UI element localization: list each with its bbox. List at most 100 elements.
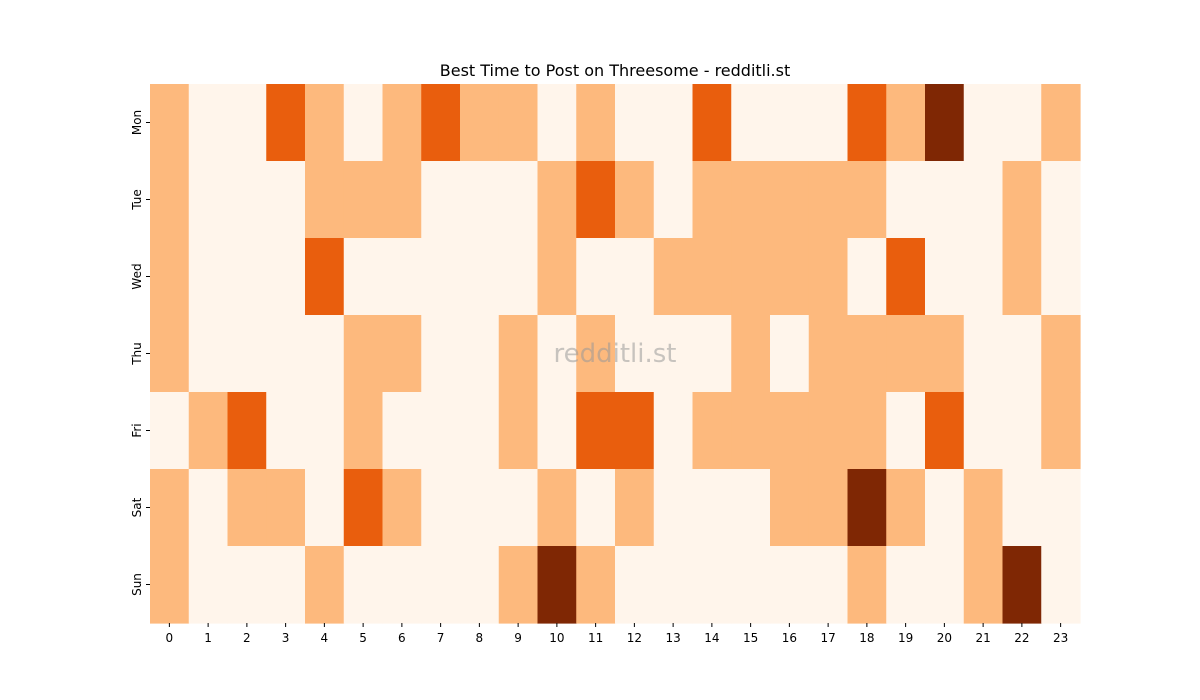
heatmap-cell-thu-22 bbox=[1002, 315, 1042, 393]
heatmap-cell-wed-2 bbox=[227, 238, 267, 316]
heatmap-cell-tue-14 bbox=[692, 161, 732, 239]
heatmap-cell-tue-8 bbox=[460, 161, 500, 239]
heatmap-cell-sun-11 bbox=[576, 546, 616, 624]
heatmap-cell-thu-2 bbox=[227, 315, 267, 393]
heatmap-cell-thu-16 bbox=[770, 315, 810, 393]
x-tick-label-9: 9 bbox=[514, 631, 522, 645]
heatmap-cell-wed-4 bbox=[305, 238, 345, 316]
heatmap-cell-fri-1 bbox=[188, 392, 229, 470]
heatmap-cell-sun-15 bbox=[731, 546, 771, 624]
heatmap-cell-thu-23 bbox=[1041, 315, 1081, 393]
heatmap-cell-wed-9 bbox=[498, 238, 539, 316]
heatmap-cell-sat-22 bbox=[1002, 469, 1042, 547]
heatmap-cell-tue-20 bbox=[925, 161, 965, 239]
heatmap-cell-wed-1 bbox=[188, 238, 229, 316]
heatmap-cell-mon-20 bbox=[925, 84, 965, 162]
heatmap-cell-wed-10 bbox=[537, 238, 577, 316]
heatmap-cell-wed-0 bbox=[150, 238, 190, 316]
heatmap-cell-wed-11 bbox=[576, 238, 616, 316]
y-tick-label-sat: Sat bbox=[130, 497, 144, 517]
heatmap-cell-sat-5 bbox=[343, 469, 384, 547]
heatmap-cell-mon-4 bbox=[305, 84, 345, 162]
heatmap-cell-thu-4 bbox=[305, 315, 345, 393]
x-tick-label-14: 14 bbox=[704, 631, 719, 645]
x-tick-label-5: 5 bbox=[359, 631, 367, 645]
heatmap-cell-fri-8 bbox=[460, 392, 500, 470]
heatmap-cell-sat-14 bbox=[692, 469, 732, 547]
x-tick-label-22: 22 bbox=[1014, 631, 1029, 645]
heatmap-cell-sat-20 bbox=[925, 469, 965, 547]
y-tick-label-fri: Fri bbox=[130, 423, 144, 437]
heatmap-cell-wed-3 bbox=[266, 238, 306, 316]
heatmap-cell-mon-19 bbox=[886, 84, 926, 162]
heatmap-cell-tue-15 bbox=[731, 161, 771, 239]
chart-title: Best Time to Post on Threesome - redditl… bbox=[440, 61, 791, 80]
heatmap-cell-fri-3 bbox=[266, 392, 306, 470]
heatmap-cell-fri-16 bbox=[770, 392, 810, 470]
x-tick-label-17: 17 bbox=[820, 631, 835, 645]
x-tick-label-13: 13 bbox=[665, 631, 680, 645]
heatmap-cell-sun-12 bbox=[615, 546, 655, 624]
heatmap-cell-sun-16 bbox=[770, 546, 810, 624]
heatmap-cell-mon-3 bbox=[266, 84, 306, 162]
heatmap-cell-tue-0 bbox=[150, 161, 190, 239]
x-tick-label-7: 7 bbox=[437, 631, 445, 645]
heatmap-cell-fri-10 bbox=[537, 392, 577, 470]
heatmap-cell-sat-3 bbox=[266, 469, 306, 547]
heatmap-cell-fri-18 bbox=[847, 392, 887, 470]
heatmap-cell-sun-18 bbox=[847, 546, 887, 624]
heatmap-cell-fri-17 bbox=[808, 392, 849, 470]
heatmap-cell-wed-17 bbox=[808, 238, 849, 316]
x-tick-label-6: 6 bbox=[398, 631, 406, 645]
heatmap-cell-tue-7 bbox=[421, 161, 461, 239]
heatmap-cell-wed-8 bbox=[460, 238, 500, 316]
heatmap-cell-sun-17 bbox=[808, 546, 849, 624]
heatmap-cell-sat-15 bbox=[731, 469, 771, 547]
heatmap-cell-sat-16 bbox=[770, 469, 810, 547]
heatmap-cell-mon-13 bbox=[653, 84, 694, 162]
y-tick-label-thu: Thu bbox=[130, 342, 144, 366]
x-tick-label-8: 8 bbox=[476, 631, 484, 645]
y-tick-label-mon: Mon bbox=[130, 110, 144, 135]
heatmap-cell-mon-0 bbox=[150, 84, 190, 162]
heatmap-cell-sat-17 bbox=[808, 469, 849, 547]
heatmap-cell-thu-10 bbox=[537, 315, 577, 393]
heatmap-cell-sat-13 bbox=[653, 469, 694, 547]
y-tick-label-sun: Sun bbox=[130, 573, 144, 596]
heatmap-cell-wed-19 bbox=[886, 238, 926, 316]
x-tick-label-4: 4 bbox=[321, 631, 329, 645]
y-axis: Mon Tue Wed Thu Fri Sat Sun bbox=[130, 110, 150, 596]
heatmap-cell-fri-22 bbox=[1002, 392, 1042, 470]
heatmap-cell-mon-2 bbox=[227, 84, 267, 162]
heatmap-cell-mon-6 bbox=[382, 84, 422, 162]
y-tick-label-tue: Tue bbox=[130, 189, 144, 211]
heatmap-cell-tue-2 bbox=[227, 161, 267, 239]
heatmap-cell-sat-1 bbox=[188, 469, 229, 547]
heatmap-cell-sat-0 bbox=[150, 469, 190, 547]
heatmap-cell-sat-12 bbox=[615, 469, 655, 547]
heatmap-cell-sun-20 bbox=[925, 546, 965, 624]
heatmap-cell-fri-5 bbox=[343, 392, 384, 470]
watermark: redditli.st bbox=[554, 339, 677, 369]
heatmap-cell-sun-13 bbox=[653, 546, 694, 624]
heatmap-cell-fri-13 bbox=[653, 392, 694, 470]
heatmap-cell-mon-21 bbox=[963, 84, 1004, 162]
heatmap-cell-fri-0 bbox=[150, 392, 190, 470]
heatmap-cell-tue-3 bbox=[266, 161, 306, 239]
heatmap-cell-sat-7 bbox=[421, 469, 461, 547]
heatmap-cell-fri-14 bbox=[692, 392, 732, 470]
heatmap-cell-sun-1 bbox=[188, 546, 229, 624]
heatmap-cell-tue-5 bbox=[343, 161, 384, 239]
x-tick-label-10: 10 bbox=[549, 631, 564, 645]
heatmap-cell-fri-20 bbox=[925, 392, 965, 470]
heatmap-cell-sun-7 bbox=[421, 546, 461, 624]
heatmap-cell-wed-12 bbox=[615, 238, 655, 316]
heatmap-cell-fri-6 bbox=[382, 392, 422, 470]
x-tick-label-1: 1 bbox=[204, 631, 212, 645]
heatmap-cell-wed-22 bbox=[1002, 238, 1042, 316]
heatmap-cell-sun-9 bbox=[498, 546, 539, 624]
x-tick-label-21: 21 bbox=[975, 631, 990, 645]
heatmap-cell-fri-2 bbox=[227, 392, 267, 470]
x-tick-label-12: 12 bbox=[627, 631, 642, 645]
